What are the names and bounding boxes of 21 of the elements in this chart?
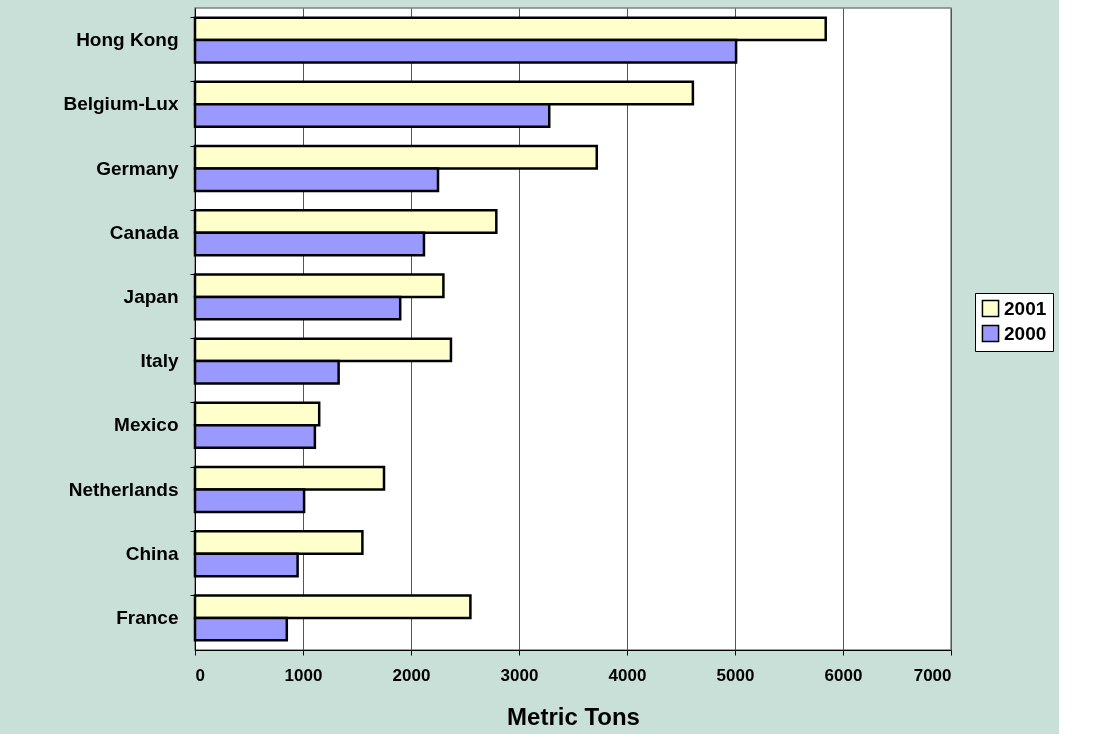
y-tick-label: France [116,606,179,628]
legend-label: 2000 [1004,322,1047,344]
y-tick-label: Hong Kong [76,29,179,51]
y-tick-label: Italy [140,350,179,372]
y-tick-label: Japan [123,285,179,307]
y-tick-label: China [125,542,179,564]
x-tick-label: 1000 [284,665,323,685]
x-tick-label: 2000 [392,665,431,685]
x-tick-label: 6000 [824,665,863,685]
x-tick-label: 7000 [913,665,952,685]
y-tick-label: Netherlands [68,478,179,500]
x-tick-label: 5000 [716,665,755,685]
legend-label: 2001 [1004,297,1047,319]
y-tick-label: Mexico [114,414,179,436]
x-tick-label: 4000 [608,665,647,685]
x-axis-title: Metric Tons [507,702,640,730]
y-tick-label: Belgium-Lux [63,93,179,115]
y-tick-label: Germany [96,157,179,179]
x-tick-label: 3000 [500,665,539,685]
y-tick-label: Canada [109,221,179,243]
x-tick-label: 0 [195,665,205,685]
